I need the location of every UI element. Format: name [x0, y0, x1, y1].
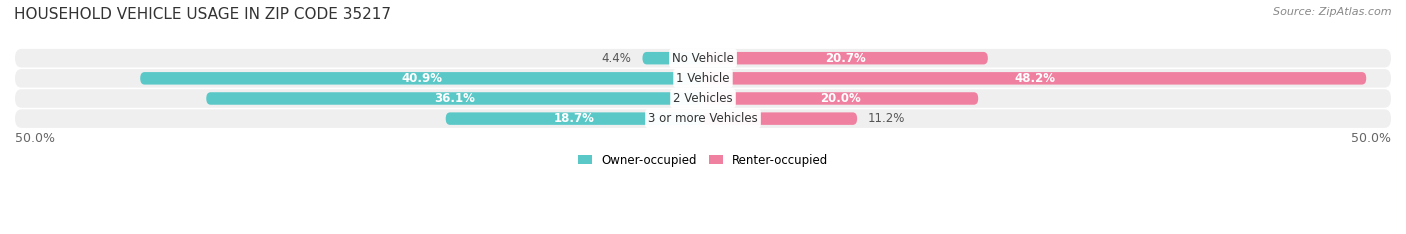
Text: 50.0%: 50.0% — [1351, 132, 1391, 145]
Text: 3 or more Vehicles: 3 or more Vehicles — [648, 112, 758, 125]
Text: 11.2%: 11.2% — [868, 112, 905, 125]
Text: Source: ZipAtlas.com: Source: ZipAtlas.com — [1274, 7, 1392, 17]
Text: 4.4%: 4.4% — [602, 52, 631, 65]
FancyBboxPatch shape — [15, 69, 1391, 88]
Text: No Vehicle: No Vehicle — [672, 52, 734, 65]
Text: 36.1%: 36.1% — [434, 92, 475, 105]
FancyBboxPatch shape — [703, 72, 1367, 84]
Text: 1 Vehicle: 1 Vehicle — [676, 72, 730, 85]
Text: 50.0%: 50.0% — [15, 132, 55, 145]
Text: 40.9%: 40.9% — [401, 72, 441, 85]
FancyBboxPatch shape — [207, 92, 703, 105]
Text: 20.7%: 20.7% — [825, 52, 866, 65]
Text: 48.2%: 48.2% — [1014, 72, 1054, 85]
FancyBboxPatch shape — [15, 49, 1391, 67]
Text: 20.0%: 20.0% — [820, 92, 860, 105]
FancyBboxPatch shape — [703, 52, 988, 64]
Legend: Owner-occupied, Renter-occupied: Owner-occupied, Renter-occupied — [572, 149, 834, 171]
Text: 2 Vehicles: 2 Vehicles — [673, 92, 733, 105]
FancyBboxPatch shape — [703, 92, 979, 105]
Text: HOUSEHOLD VEHICLE USAGE IN ZIP CODE 35217: HOUSEHOLD VEHICLE USAGE IN ZIP CODE 3521… — [14, 7, 391, 22]
FancyBboxPatch shape — [141, 72, 703, 84]
Text: 18.7%: 18.7% — [554, 112, 595, 125]
FancyBboxPatch shape — [446, 112, 703, 125]
FancyBboxPatch shape — [15, 89, 1391, 108]
FancyBboxPatch shape — [703, 112, 858, 125]
FancyBboxPatch shape — [15, 109, 1391, 128]
FancyBboxPatch shape — [643, 52, 703, 64]
